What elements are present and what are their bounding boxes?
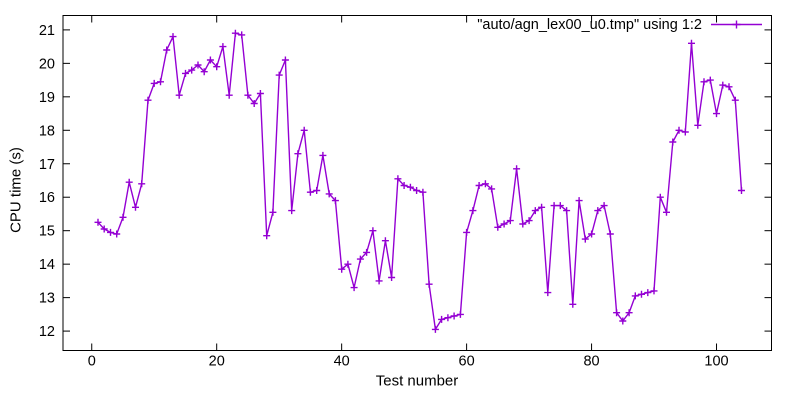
y-axis-title: CPU time (s) — [7, 147, 25, 233]
x-tick-label: 40 — [334, 354, 350, 370]
x-tick-label: 0 — [88, 354, 96, 370]
y-axis-ticks: 12 13 14 15 16 17 18 19 20 21 — [39, 23, 772, 340]
x-axis-ticks: 0 20 40 60 80 100 — [88, 15, 729, 370]
y-tick-label: 17 — [39, 157, 55, 173]
legend: "auto/agn_lex00_u0.tmp" using 1:2 — [477, 16, 763, 33]
y-tick-label: 16 — [39, 190, 55, 206]
x-axis-title: Test number — [375, 372, 459, 390]
x-tick-label: 20 — [209, 354, 225, 370]
legend-sample-line-point — [711, 20, 762, 29]
data-series-markers — [94, 29, 745, 333]
y-tick-label: 21 — [39, 23, 55, 39]
legend-label: "auto/agn_lex00_u0.tmp" using 1:2 — [477, 16, 702, 33]
plot-border — [62, 15, 772, 351]
y-tick-label: 19 — [39, 90, 55, 106]
data-series-line — [97, 32, 743, 331]
y-tick-label: 20 — [39, 56, 55, 72]
y-tick-label: 18 — [39, 123, 55, 139]
x-tick-label: 60 — [459, 354, 475, 370]
y-tick-label: 15 — [39, 224, 55, 240]
y-tick-label: 14 — [39, 257, 55, 273]
y-tick-label: 13 — [39, 291, 55, 307]
y-tick-label: 12 — [39, 324, 55, 340]
x-tick-label: 100 — [704, 354, 728, 370]
x-tick-label: 80 — [583, 354, 599, 370]
